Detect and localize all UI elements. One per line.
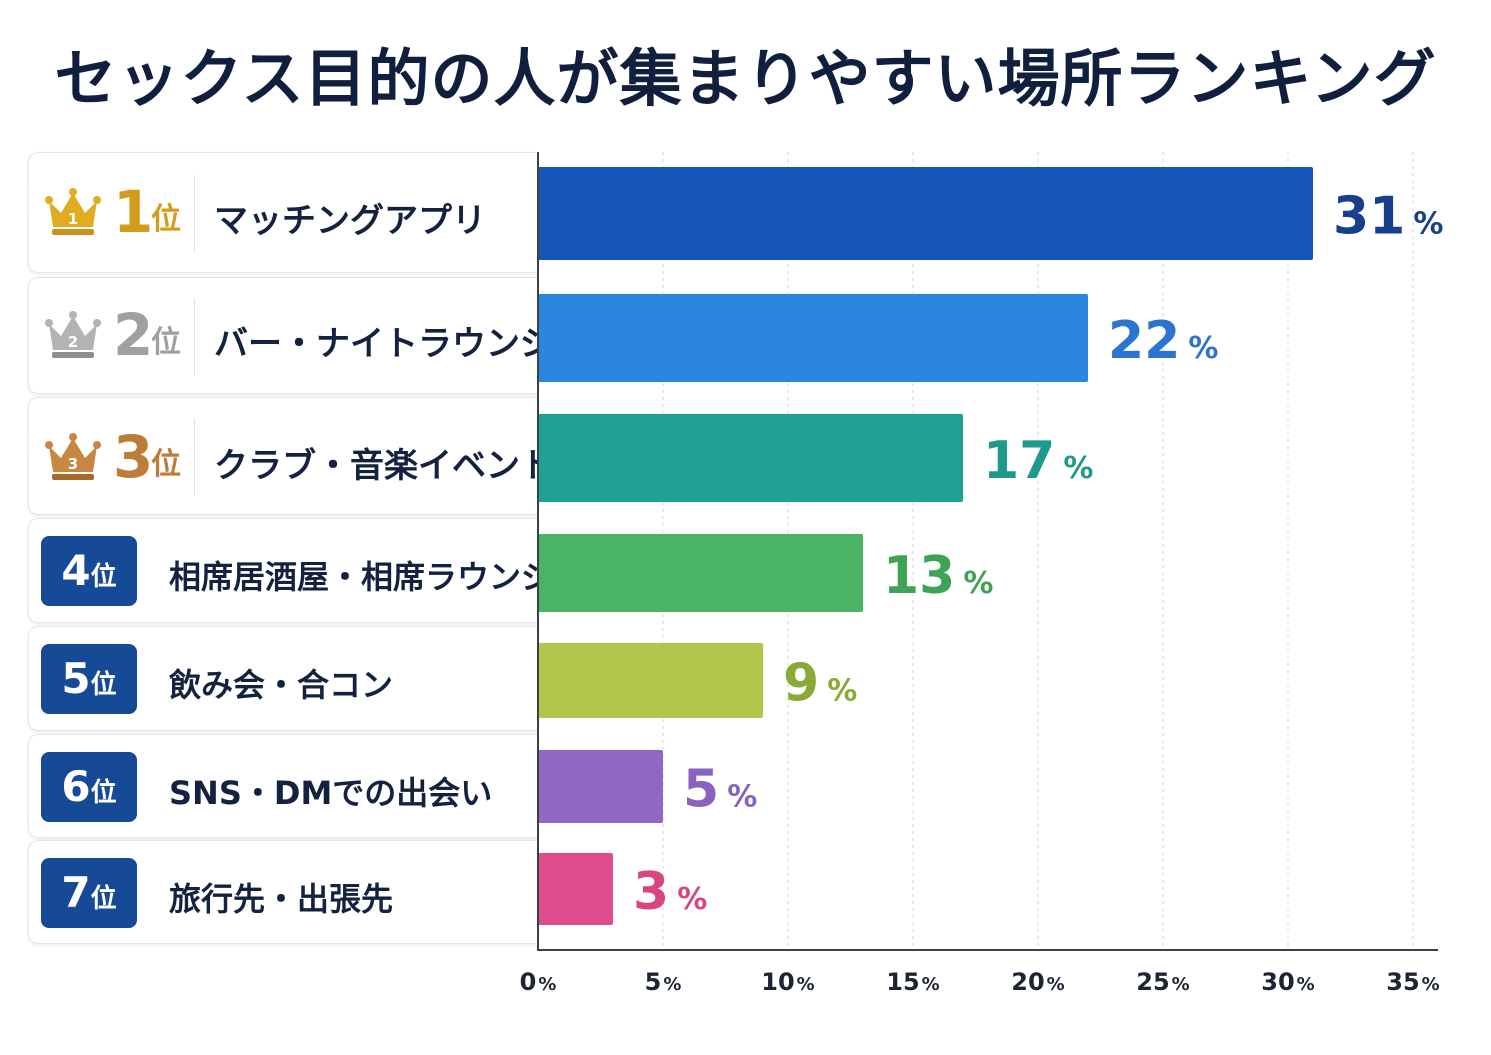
svg-text:2: 2 xyxy=(68,333,78,351)
rank-suffix: 位 xyxy=(151,202,181,237)
rank-number: 2 xyxy=(113,301,154,369)
x-tick-label: 30% xyxy=(1261,968,1314,996)
rank-suffix: 位 xyxy=(151,447,181,482)
x-tick-label: 0% xyxy=(520,968,557,996)
ranking-labels: 1 1 位 マッチングアプリ 2 2 位 バー・ナイトラウンジ 3 3 位 クラ… xyxy=(0,0,554,1055)
x-tick-label: 5% xyxy=(645,968,682,996)
data-label: 5% xyxy=(683,760,757,820)
data-label: 13% xyxy=(883,546,993,606)
x-tick-label: 10% xyxy=(761,968,814,996)
separator xyxy=(194,298,195,376)
rank-suffix: 位 xyxy=(151,325,181,360)
svg-text:3: 3 xyxy=(68,455,78,473)
category-label: 飲み会・合コン xyxy=(169,666,394,704)
ranking-row-2: 2 2 位 バー・ナイトラウンジ xyxy=(28,277,554,394)
rank-number: 6 xyxy=(61,762,91,811)
ranking-row-1: 1 1 位 マッチングアプリ xyxy=(28,152,538,273)
separator xyxy=(194,175,195,253)
rank-badge: 4位 xyxy=(41,536,137,606)
rank-badge: 5位 xyxy=(41,644,137,714)
rank-number: 5 xyxy=(61,654,91,703)
bar xyxy=(538,643,763,718)
bar xyxy=(538,750,663,823)
rank-number: 7 xyxy=(61,868,91,917)
separator xyxy=(194,418,195,496)
bar xyxy=(538,534,863,612)
ranking-row-6: 6位 SNS・DMでの出会い xyxy=(28,734,538,838)
ranking-row-4: 4位 相席居酒屋・相席ラウンジ xyxy=(28,518,553,623)
category-label: SNS・DMでの出会い xyxy=(169,774,493,812)
x-tick-label: 20% xyxy=(1011,968,1064,996)
category-label: マッチングアプリ xyxy=(214,201,486,241)
rank-suffix: 位 xyxy=(90,778,117,808)
rank-number: 1 xyxy=(113,178,154,246)
ranking-row-3: 3 3 位 クラブ・音楽イベント xyxy=(28,397,554,515)
rank-suffix: 位 xyxy=(90,562,117,592)
rank-suffix: 位 xyxy=(90,670,117,700)
rank-number: 3 xyxy=(113,423,154,491)
crown-rank-number: 1 xyxy=(68,210,78,228)
rank-badge: 7位 xyxy=(41,858,137,928)
x-tick-label: 25% xyxy=(1136,968,1189,996)
category-label: 相席居酒屋・相席ラウンジ xyxy=(169,558,554,596)
category-label: クラブ・音楽イベント xyxy=(214,446,554,486)
rank-suffix: 位 xyxy=(90,884,117,914)
bar xyxy=(538,294,1088,382)
category-label: 旅行先・出張先 xyxy=(169,880,394,918)
rank-number: 4 xyxy=(61,546,91,595)
category-label: バー・ナイトラウンジ xyxy=(214,324,554,364)
gold-crown-icon: 1 xyxy=(45,188,101,235)
data-label: 3% xyxy=(633,862,707,922)
chart-title: セックス目的の人が集まりやすい場所ランキング xyxy=(54,42,1437,115)
bronze-crown-icon: 3 xyxy=(45,433,101,480)
data-label: 9% xyxy=(783,654,857,714)
bar xyxy=(538,853,613,925)
rank-badge: 6位 xyxy=(41,752,137,822)
ranking-row-5: 5位 飲み会・合コン xyxy=(28,626,538,731)
data-label: 31% xyxy=(1333,187,1443,247)
x-tick-label: 35% xyxy=(1386,968,1439,996)
bar xyxy=(538,414,963,502)
bar xyxy=(538,167,1313,260)
data-label: 17% xyxy=(983,431,1093,491)
x-tick-label: 15% xyxy=(886,968,939,996)
data-label: 22% xyxy=(1108,311,1218,371)
ranking-row-7: 7位 旅行先・出張先 xyxy=(28,840,538,944)
silver-crown-icon: 2 xyxy=(45,311,101,358)
